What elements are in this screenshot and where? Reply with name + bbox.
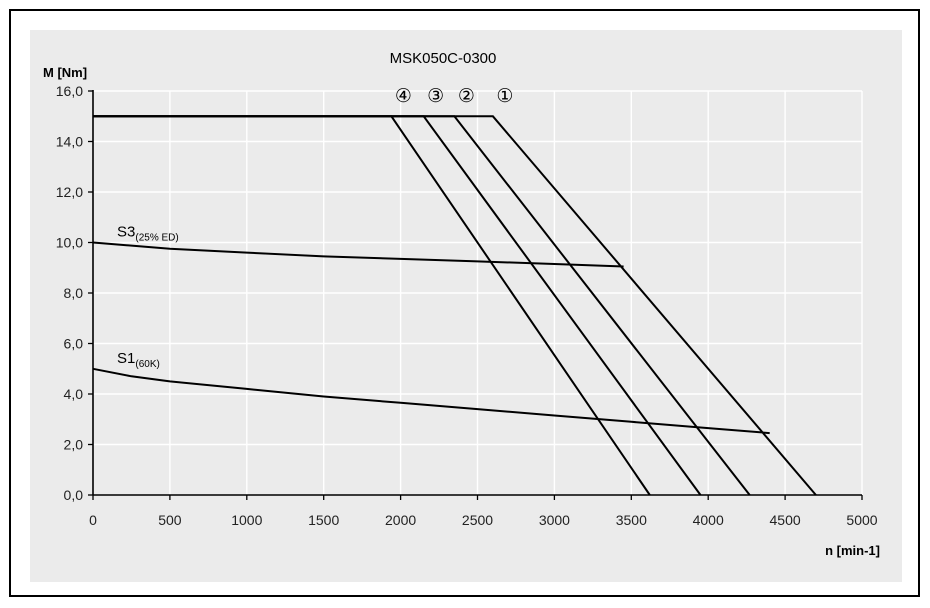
x-tick-label: 4000 [693, 512, 724, 528]
series-label-main: S3 [117, 224, 135, 241]
curve-number-label: ② [458, 85, 475, 107]
x-tick-label: 1500 [308, 512, 339, 528]
x-tick-label: 3500 [616, 512, 647, 528]
x-tick-label: 3000 [539, 512, 570, 528]
y-tick-label: 4,0 [64, 386, 84, 402]
series-label-subscript: (25% ED) [135, 233, 178, 244]
series-label-main: S1 [117, 350, 135, 367]
x-axis-label: n [min-1] [825, 543, 880, 558]
x-tick-label: 1000 [231, 512, 262, 528]
curve-number-label: ④ [395, 85, 412, 107]
y-tick-label: 14,0 [56, 134, 83, 150]
series-curve-label: S3(25% ED) [117, 224, 179, 244]
curve-number-label: ① [496, 85, 513, 107]
y-tick-label: 10,0 [56, 235, 83, 251]
grid [93, 90, 863, 495]
y-tick-label: 16,0 [56, 83, 83, 99]
series-line-4 [93, 115, 651, 496]
x-tick-label: 2500 [462, 512, 493, 528]
series-group [92, 115, 817, 496]
y-tick-label: 0,0 [64, 487, 84, 503]
x-tick-label: 500 [158, 512, 182, 528]
series-line-6 [92, 367, 770, 435]
y-tick-label: 8,0 [64, 285, 84, 301]
series-curve-label: S1(60K) [117, 350, 160, 370]
series-label-subscript: (60K) [135, 359, 159, 370]
y-tick-label: 12,0 [56, 184, 83, 200]
series-line-5 [92, 241, 624, 268]
chart-title: MSK050C-0300 [390, 50, 497, 67]
x-tick-label: 5000 [846, 512, 877, 528]
x-tick-label: 0 [89, 512, 97, 528]
y-tick-label: 6,0 [64, 336, 84, 352]
axes: 0 500 1000 1500 2000 2500 3000 3500 4000 4500 5000… [56, 83, 878, 528]
series-line-2 [93, 115, 751, 496]
curve-number-label: ③ [427, 85, 444, 107]
x-tick-label: 4500 [770, 512, 801, 528]
series-line-1 [93, 115, 817, 496]
series-line-3 [93, 115, 702, 496]
x-tick-label: 2000 [385, 512, 416, 528]
y-axis-label: M [Nm] [43, 65, 87, 80]
y-tick-label: 2,0 [64, 437, 84, 453]
chart-panel [30, 30, 902, 582]
